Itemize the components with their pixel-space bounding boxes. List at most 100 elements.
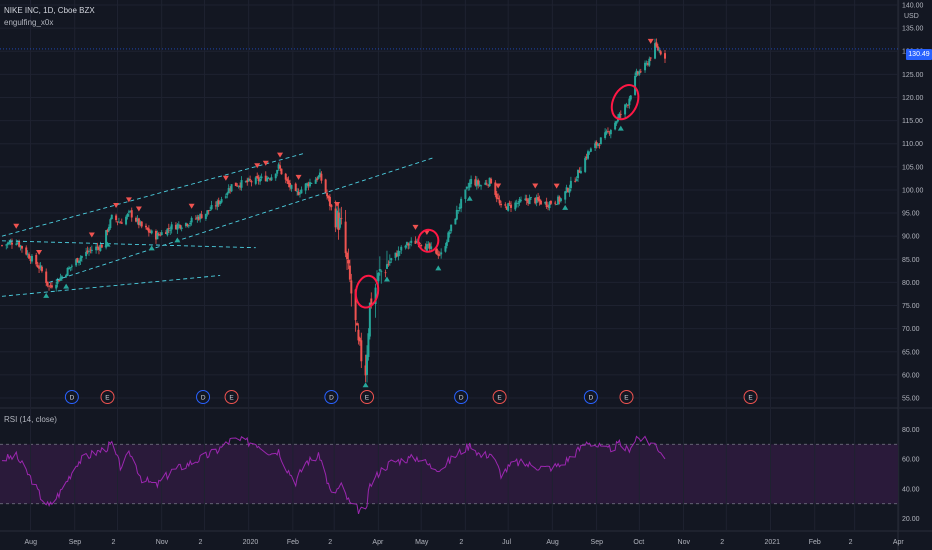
- candle[interactable]: [209, 210, 212, 211]
- candle[interactable]: [404, 245, 407, 248]
- candle[interactable]: [395, 253, 398, 257]
- candle[interactable]: [65, 274, 68, 277]
- candle[interactable]: [100, 244, 103, 248]
- candle[interactable]: [56, 278, 59, 284]
- candle[interactable]: [324, 179, 327, 193]
- candle[interactable]: [147, 228, 150, 233]
- candle[interactable]: [374, 287, 377, 305]
- candle[interactable]: [346, 252, 349, 260]
- candle[interactable]: [390, 258, 393, 261]
- candle[interactable]: [68, 267, 71, 270]
- candle[interactable]: [619, 114, 622, 115]
- candle[interactable]: [190, 217, 193, 223]
- candle[interactable]: [578, 170, 581, 173]
- candle[interactable]: [397, 250, 400, 257]
- candle[interactable]: [219, 201, 222, 205]
- candle[interactable]: [85, 251, 88, 257]
- candle[interactable]: [587, 151, 590, 159]
- trend-line[interactable]: [1, 152, 306, 237]
- candle[interactable]: [368, 302, 371, 337]
- candle[interactable]: [477, 180, 480, 185]
- earnings-badge[interactable]: [619, 390, 634, 404]
- candle[interactable]: [614, 122, 617, 130]
- candle[interactable]: [656, 46, 659, 51]
- candle[interactable]: [555, 204, 558, 206]
- candle[interactable]: [290, 185, 293, 189]
- candle[interactable]: [174, 224, 177, 230]
- candle[interactable]: [337, 212, 340, 230]
- candle[interactable]: [244, 181, 247, 182]
- candle[interactable]: [537, 197, 540, 201]
- candle[interactable]: [448, 232, 451, 234]
- candle[interactable]: [154, 230, 157, 240]
- candle[interactable]: [557, 196, 560, 205]
- candle[interactable]: [467, 186, 470, 188]
- candle[interactable]: [564, 191, 567, 200]
- candle[interactable]: [110, 214, 113, 219]
- candle[interactable]: [70, 265, 73, 267]
- candle[interactable]: [286, 178, 289, 182]
- candle[interactable]: [567, 188, 570, 192]
- candle[interactable]: [638, 71, 641, 75]
- candle[interactable]: [524, 198, 527, 200]
- candle[interactable]: [125, 216, 128, 225]
- candle[interactable]: [87, 251, 90, 252]
- candle[interactable]: [276, 169, 279, 174]
- candle[interactable]: [306, 183, 309, 186]
- candle[interactable]: [367, 333, 370, 358]
- candle[interactable]: [654, 43, 657, 59]
- candle[interactable]: [547, 206, 550, 207]
- candle[interactable]: [246, 180, 249, 183]
- candle[interactable]: [348, 265, 351, 280]
- candle[interactable]: [69, 267, 72, 268]
- candle[interactable]: [435, 248, 438, 255]
- candle[interactable]: [475, 180, 478, 187]
- candle[interactable]: [498, 199, 501, 204]
- candle[interactable]: [415, 241, 418, 243]
- candle[interactable]: [5, 244, 8, 246]
- candle[interactable]: [77, 260, 80, 264]
- candle[interactable]: [214, 205, 217, 207]
- candle[interactable]: [510, 204, 513, 208]
- candle[interactable]: [388, 261, 391, 264]
- candle[interactable]: [45, 271, 48, 283]
- candle[interactable]: [407, 243, 410, 246]
- candle[interactable]: [149, 231, 152, 233]
- candle[interactable]: [338, 217, 341, 228]
- candle[interactable]: [485, 183, 488, 185]
- candle[interactable]: [326, 193, 329, 197]
- candle[interactable]: [316, 178, 319, 180]
- candle[interactable]: [256, 175, 259, 178]
- candle[interactable]: [239, 185, 242, 188]
- candle[interactable]: [224, 196, 227, 198]
- candle[interactable]: [599, 137, 602, 145]
- candle[interactable]: [46, 281, 49, 286]
- candle[interactable]: [126, 213, 129, 217]
- candle[interactable]: [117, 221, 120, 223]
- candle[interactable]: [606, 131, 609, 133]
- candle[interactable]: [40, 266, 43, 272]
- candle[interactable]: [525, 198, 528, 201]
- candle[interactable]: [418, 243, 421, 245]
- candle[interactable]: [249, 179, 252, 181]
- candle[interactable]: [157, 234, 160, 235]
- candle[interactable]: [450, 224, 453, 232]
- candle[interactable]: [458, 207, 461, 210]
- candle[interactable]: [289, 182, 292, 188]
- candle[interactable]: [139, 221, 142, 225]
- candle[interactable]: [604, 132, 607, 138]
- candle[interactable]: [257, 177, 260, 181]
- candle[interactable]: [130, 210, 133, 218]
- candle[interactable]: [200, 214, 203, 219]
- candle[interactable]: [166, 228, 169, 236]
- candle[interactable]: [565, 187, 568, 193]
- candle[interactable]: [279, 165, 282, 169]
- candle[interactable]: [364, 365, 367, 376]
- candle[interactable]: [135, 217, 138, 222]
- candle[interactable]: [357, 329, 360, 341]
- candle[interactable]: [648, 58, 651, 66]
- candle[interactable]: [588, 151, 591, 153]
- candle[interactable]: [544, 201, 547, 204]
- candle[interactable]: [136, 218, 139, 222]
- candle[interactable]: [230, 184, 233, 192]
